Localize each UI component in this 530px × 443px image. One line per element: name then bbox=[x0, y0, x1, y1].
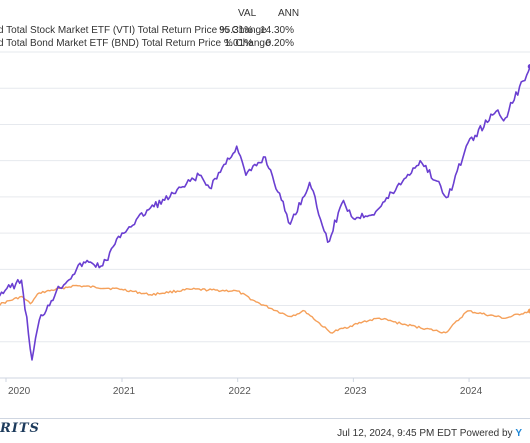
legend-header-val: VAL bbox=[238, 8, 257, 19]
series-end-point-bnd bbox=[527, 308, 530, 314]
legend-row-val: 1.01% bbox=[224, 38, 253, 49]
legend-header-ann: ANN bbox=[278, 8, 300, 19]
series-line-vti bbox=[0, 66, 530, 361]
legend-row-val: 95.31% bbox=[219, 25, 253, 36]
footer: RITS Jul 12, 2024, 9:45 PM EDT Powered b… bbox=[0, 418, 530, 443]
legend-row-vti[interactable]: d Total Stock Market ETF (VTI) Total Ret… bbox=[0, 25, 530, 39]
series-line-bnd bbox=[0, 284, 530, 334]
x-tick-label: 2023 bbox=[344, 386, 367, 397]
provider-mark: Y bbox=[515, 428, 522, 439]
legend-row-bnd[interactable]: d Total Bond Market ETF (BND) Total Retu… bbox=[0, 38, 530, 52]
gridlines bbox=[0, 51, 530, 379]
legend-row-ann: 0.20% bbox=[265, 38, 294, 49]
legend: VAL ANN d Total Stock Market ETF (VTI) T… bbox=[0, 8, 530, 52]
series-lines bbox=[0, 63, 530, 361]
timestamp: Jul 12, 2024, 9:45 PM EDT Powered by Y bbox=[337, 428, 522, 439]
legend-row-name: d Total Bond Market ETF (BND) Total Retu… bbox=[0, 38, 271, 49]
line-chart: 2020 2021 2022 2023 2024 bbox=[0, 51, 530, 397]
legend-row-name: d Total Stock Market ETF (VTI) Total Ret… bbox=[0, 25, 267, 36]
series-end-point-vti bbox=[527, 63, 530, 69]
timestamp-text: Jul 12, 2024, 9:45 PM EDT Powered by bbox=[337, 428, 513, 439]
x-tick-label: 2021 bbox=[113, 386, 136, 397]
x-axis: 2020 2021 2022 2023 2024 bbox=[0, 377, 530, 397]
brand-logo: RITS bbox=[0, 421, 40, 436]
x-tick-label: 2022 bbox=[229, 386, 252, 397]
legend-row-ann: 14.30% bbox=[260, 25, 294, 36]
x-tick-label: 2024 bbox=[460, 386, 483, 397]
x-tick-label: 2020 bbox=[8, 386, 31, 397]
